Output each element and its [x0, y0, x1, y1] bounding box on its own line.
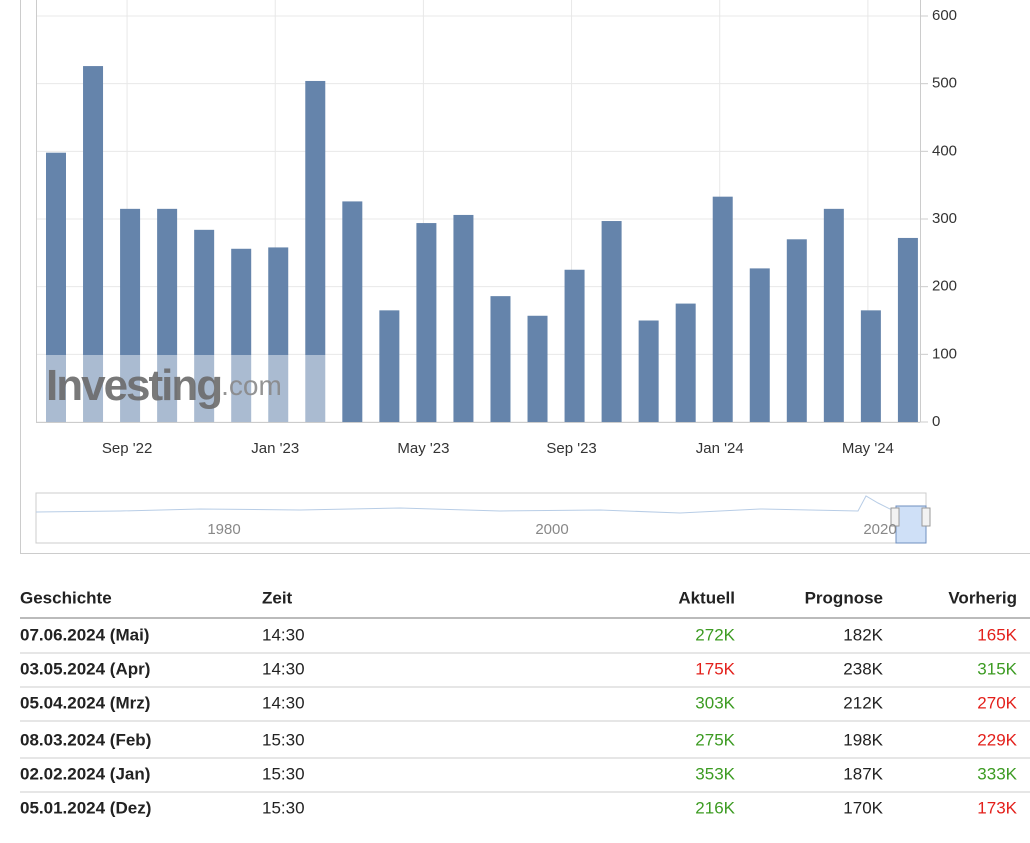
bar: [305, 80, 326, 423]
y-tick-label: 400: [932, 142, 957, 159]
bar: [120, 208, 141, 422]
table-cell: 272K: [695, 625, 735, 644]
table-cell: 07.06.2024 (Mai): [20, 625, 149, 644]
bar: [268, 247, 289, 422]
table-cell: 212K: [843, 693, 883, 712]
table-cell: 02.02.2024 (Jan): [20, 764, 150, 783]
x-tick-label: May '24: [842, 440, 894, 457]
table-cell: 333K: [977, 764, 1017, 783]
bar: [675, 303, 696, 422]
navigator-label: 2000: [535, 521, 568, 538]
table-cell: 170K: [843, 798, 883, 817]
table-cell: 353K: [695, 764, 735, 783]
bar: [601, 221, 622, 422]
y-tick-label: 600: [932, 7, 957, 24]
table-cell: 198K: [843, 730, 883, 749]
table-cell: 165K: [977, 625, 1017, 644]
table-cell: 187K: [843, 764, 883, 783]
table-cell: 175K: [695, 659, 735, 678]
table-cell: 182K: [843, 625, 883, 644]
table-cell: 15:30: [262, 730, 305, 749]
bar: [342, 201, 363, 422]
x-tick-label: Sep '22: [102, 440, 152, 457]
table-cell: 14:30: [262, 625, 305, 644]
x-tick-label: Jan '23: [251, 440, 299, 457]
bar: [157, 208, 178, 422]
watermark-main: Investing: [46, 361, 221, 410]
column-header: Geschichte: [20, 588, 112, 607]
column-header: Zeit: [262, 588, 293, 607]
table-cell: 315K: [977, 659, 1017, 678]
watermark-suffix: .com: [221, 370, 282, 401]
bar: [194, 229, 215, 422]
bar: [564, 269, 585, 422]
x-tick-label: May '23: [397, 440, 449, 457]
table-cell: 03.05.2024 (Apr): [20, 659, 150, 678]
table-cell: 303K: [695, 693, 735, 712]
table-cell: 15:30: [262, 798, 305, 817]
bar: [46, 152, 66, 423]
bar: [712, 196, 733, 422]
column-header: Vorherig: [948, 588, 1017, 607]
table-cell: 173K: [977, 798, 1017, 817]
table-cell: 229K: [977, 730, 1017, 749]
chart: 0 100 200 300 400 500 600 Sep '22 Jan '23 May '23…: [36, 0, 957, 538]
bar: [379, 310, 400, 422]
bar: [786, 239, 807, 422]
bar: [823, 208, 844, 422]
table-cell: 08.03.2024 (Feb): [20, 730, 151, 749]
navigator-label: 2020: [863, 521, 896, 538]
bar: [83, 66, 104, 422]
bar: [897, 237, 918, 422]
navigator-label: 1980: [207, 521, 240, 538]
y-tick-label: 100: [932, 345, 957, 362]
table: Geschichte Zeit Aktuell Prognose Vorherig 07.…: [20, 588, 1030, 817]
bar: [749, 268, 770, 422]
watermark: Investing.com: [46, 361, 282, 410]
y-tick-label: 300: [932, 210, 957, 227]
y-tick-label: 0: [932, 413, 940, 430]
navigator-line: [35, 495, 927, 514]
bar: [638, 320, 659, 422]
bar: [453, 214, 474, 422]
bar: [490, 296, 511, 422]
navigator-handle[interactable]: [890, 507, 900, 527]
table-cell: 14:30: [262, 693, 305, 712]
x-tick-label: Sep '23: [546, 440, 596, 457]
table-cell: 275K: [695, 730, 735, 749]
navigator-selection[interactable]: [895, 505, 927, 544]
table-cell: 238K: [843, 659, 883, 678]
navigator-handle[interactable]: [921, 507, 931, 527]
x-tick-label: Jan '24: [696, 440, 744, 457]
bar: [416, 223, 437, 422]
bar: [231, 248, 252, 422]
y-tick-label: 500: [932, 75, 957, 92]
table-cell: 05.01.2024 (Dez): [20, 798, 151, 817]
watermark-veil: [46, 355, 326, 422]
table-cell: 270K: [977, 693, 1017, 712]
table-cell: 216K: [695, 798, 735, 817]
table-cell: 05.04.2024 (Mrz): [20, 693, 150, 712]
table-cell: 15:30: [262, 764, 305, 783]
navigator: [35, 492, 927, 544]
y-tick-label: 200: [932, 278, 957, 295]
bar: [527, 315, 548, 422]
table-cell: 14:30: [262, 659, 305, 678]
column-header: Prognose: [805, 588, 883, 607]
column-header: Aktuell: [678, 588, 735, 607]
bar: [860, 310, 881, 422]
